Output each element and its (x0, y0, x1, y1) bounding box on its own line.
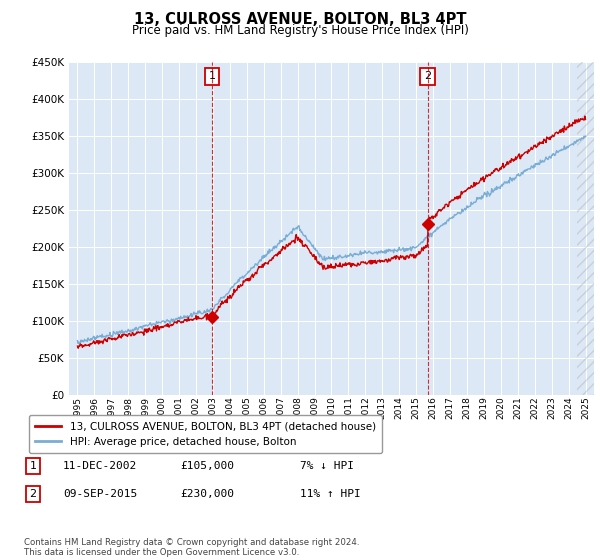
Text: Price paid vs. HM Land Registry's House Price Index (HPI): Price paid vs. HM Land Registry's House … (131, 24, 469, 36)
Legend: 13, CULROSS AVENUE, BOLTON, BL3 4PT (detached house), HPI: Average price, detach: 13, CULROSS AVENUE, BOLTON, BL3 4PT (det… (29, 415, 382, 453)
Text: 09-SEP-2015: 09-SEP-2015 (63, 489, 137, 499)
Text: 2: 2 (29, 489, 37, 499)
Text: £230,000: £230,000 (180, 489, 234, 499)
Text: 2: 2 (424, 72, 431, 81)
Text: 13, CULROSS AVENUE, BOLTON, BL3 4PT: 13, CULROSS AVENUE, BOLTON, BL3 4PT (134, 12, 466, 27)
Text: 11% ↑ HPI: 11% ↑ HPI (300, 489, 361, 499)
Text: £105,000: £105,000 (180, 461, 234, 471)
Text: 11-DEC-2002: 11-DEC-2002 (63, 461, 137, 471)
Text: 1: 1 (29, 461, 37, 471)
Text: Contains HM Land Registry data © Crown copyright and database right 2024.
This d: Contains HM Land Registry data © Crown c… (24, 538, 359, 557)
Text: 1: 1 (209, 72, 215, 81)
Text: 7% ↓ HPI: 7% ↓ HPI (300, 461, 354, 471)
